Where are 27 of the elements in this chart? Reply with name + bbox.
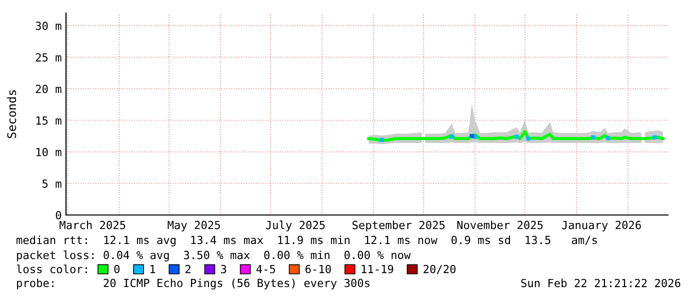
legend-label: 11-19 (362, 264, 394, 274)
y-tick-label: 0 (56, 211, 62, 220)
legend-label: 0 (114, 264, 120, 274)
legend-label: 20/20 (424, 264, 456, 274)
y-tick-label: 15 m (36, 116, 62, 125)
legend-label: 2 (186, 264, 190, 274)
x-tick-label: March 2025 (60, 220, 126, 230)
text: Sun Feb 22 21:21:22 2026 (521, 278, 680, 288)
legend-label: 3 (221, 264, 226, 274)
legend-label: 4-5 (256, 264, 276, 274)
x-tick-label: July 2025 (266, 220, 325, 232)
y-tick-label: 20 m (36, 84, 62, 94)
text: median rtt: 12.1 ms avg 13.4 ms max 11.9 ms min 12.1 ms now 0.9 ms sd 13.5 am/s (16, 236, 597, 246)
x-tick-label: November 2025 (457, 220, 543, 230)
y-tick-label: 25 m (36, 53, 62, 62)
x-tick-label: January 2026 (562, 220, 641, 232)
x-tick-label: September 2025 (352, 220, 445, 232)
x-tick-label: May 2025 (168, 220, 220, 232)
legend-title: loss color: (16, 264, 87, 274)
legend-label: 6-10 (306, 264, 331, 274)
y-tick-label: 10 m (36, 148, 62, 156)
text: probe: 20 ICMP Echo Pings (56 Bytes) every 300s (17, 278, 370, 290)
y-tick-label: 5 m (42, 180, 62, 188)
y-axis-title: Seconds (6, 90, 16, 138)
legend-label: 1 (150, 264, 156, 274)
text: packet loss: 0.04 % avg 3.50 % max 0.00 % min 0.00 % now (17, 250, 411, 262)
y-tick-label: 30 m (36, 22, 62, 30)
